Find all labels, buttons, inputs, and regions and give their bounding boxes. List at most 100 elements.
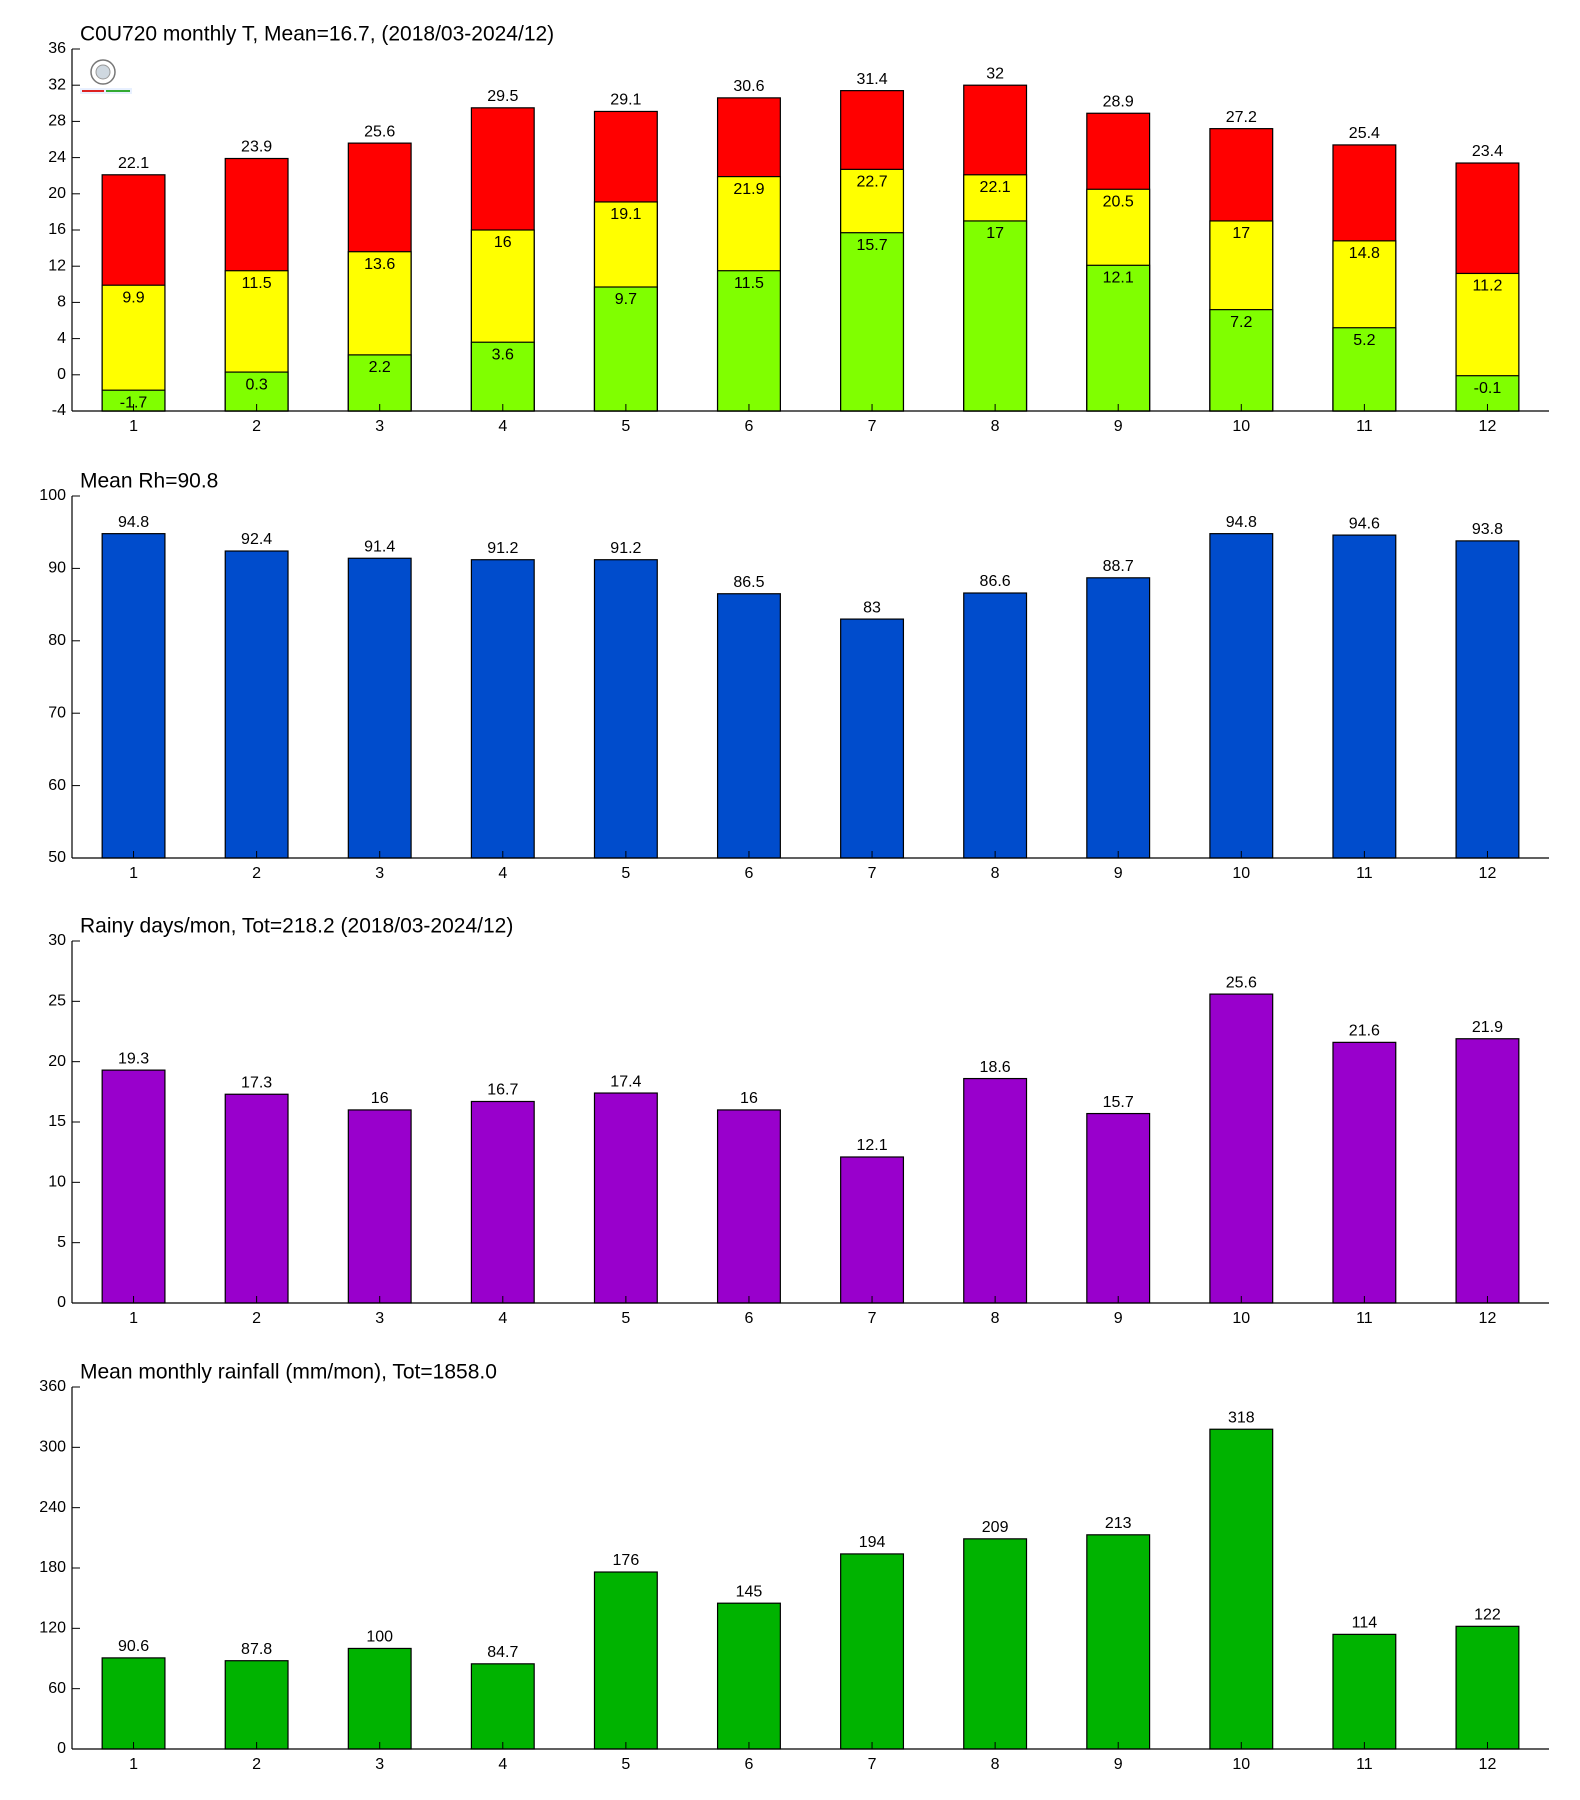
data-label: 213 <box>1105 1515 1132 1532</box>
y-tick-label: 28 <box>48 113 66 130</box>
y-tick-label: 24 <box>48 149 66 166</box>
bar <box>840 618 905 859</box>
bar <box>1455 1625 1520 1750</box>
data-label: 16 <box>494 234 512 251</box>
x-tick-label: 6 <box>745 865 754 882</box>
data-label: 17.3 <box>241 1074 272 1091</box>
y-tick-label: 60 <box>48 777 66 794</box>
bar <box>716 593 781 859</box>
bar <box>101 1657 166 1750</box>
data-label: 114 <box>1352 1615 1378 1632</box>
x-tick-label: 2 <box>252 418 261 435</box>
data-label: 2.2 <box>369 359 391 376</box>
x-tick-label: 4 <box>498 1756 507 1773</box>
data-label: 9.9 <box>122 289 144 306</box>
x-tick-label: 9 <box>1114 1310 1123 1327</box>
data-label: 28.9 <box>1103 93 1134 110</box>
x-tick-label: 2 <box>252 865 261 882</box>
x-tick-label: 8 <box>991 418 1000 435</box>
data-label: -1.7 <box>120 394 148 411</box>
data-label: 11.5 <box>242 275 272 292</box>
data-label: 91.2 <box>610 540 641 557</box>
data-label: 31.4 <box>856 71 887 88</box>
data-label: 21.9 <box>733 181 764 198</box>
data-label: 23.9 <box>241 139 272 156</box>
chart-title: C0U720 monthly T, Mean=16.7, (2018/03-20… <box>80 23 554 46</box>
y-tick-label: 240 <box>39 1499 66 1516</box>
data-label: -0.1 <box>1474 380 1502 397</box>
y-tick-label: 30 <box>48 932 66 949</box>
data-label: 3.6 <box>492 346 514 363</box>
y-tick-label: 15 <box>48 1113 66 1130</box>
bar <box>840 1156 905 1304</box>
y-tick-label: 36 <box>48 40 66 57</box>
data-label: 84.7 <box>487 1644 518 1661</box>
bar <box>963 592 1028 859</box>
y-tick-label: 32 <box>48 76 66 93</box>
x-tick-label: 7 <box>868 1756 877 1773</box>
chart-title: Mean Rh=90.8 <box>80 470 218 493</box>
bar <box>224 1093 289 1304</box>
data-label: 209 <box>982 1519 1009 1536</box>
bar <box>1209 1428 1274 1750</box>
data-label: 25.6 <box>1226 974 1257 991</box>
data-label: 16 <box>740 1090 758 1107</box>
data-label: 86.5 <box>733 574 764 591</box>
bar <box>101 1069 166 1304</box>
data-label: 122 <box>1474 1607 1501 1624</box>
data-label: 15.7 <box>1103 1094 1134 1111</box>
bar <box>1332 1041 1397 1304</box>
data-label: 23.4 <box>1472 143 1503 160</box>
bar <box>347 1647 412 1750</box>
data-label: 13.6 <box>364 256 395 273</box>
data-label: 194 <box>859 1534 886 1551</box>
data-label: 12.1 <box>856 1137 887 1154</box>
x-tick-label: 9 <box>1114 1756 1123 1773</box>
y-tick-label: 20 <box>48 1053 66 1070</box>
x-tick-label: 11 <box>1356 1756 1373 1773</box>
y-tick-label: 50 <box>48 849 66 866</box>
data-label: 22.1 <box>118 155 149 172</box>
x-tick-label: 11 <box>1356 865 1373 882</box>
data-label: 94.6 <box>1349 515 1380 532</box>
y-tick-label: 100 <box>39 487 66 504</box>
x-tick-label: 3 <box>375 865 384 882</box>
data-label: 5.2 <box>1353 332 1375 349</box>
bar <box>716 270 781 412</box>
bar <box>840 232 905 412</box>
data-label: 11.2 <box>1472 278 1502 295</box>
data-label: 29.1 <box>610 92 641 109</box>
x-tick-label: 5 <box>621 418 630 435</box>
x-tick-label: 4 <box>498 865 507 882</box>
bar <box>1086 577 1151 859</box>
data-label: 93.8 <box>1472 521 1503 538</box>
data-label: 0.3 <box>246 376 268 393</box>
data-label: 17 <box>986 225 1004 242</box>
data-label: 176 <box>613 1552 640 1569</box>
bar <box>963 220 1028 412</box>
data-label: 87.8 <box>241 1641 272 1658</box>
y-tick-label: 25 <box>48 993 66 1010</box>
x-tick-label: 4 <box>498 1310 507 1327</box>
data-label: 7.2 <box>1230 314 1252 331</box>
y-tick-label: 360 <box>39 1378 66 1395</box>
bar <box>1086 1534 1151 1750</box>
bar <box>1209 533 1274 859</box>
y-tick-label: 8 <box>57 294 66 311</box>
data-label: 19.3 <box>118 1050 149 1067</box>
x-tick-label: 6 <box>745 418 754 435</box>
x-tick-label: 1 <box>129 418 138 435</box>
bar <box>1209 309 1274 412</box>
x-tick-label: 11 <box>1356 1310 1373 1327</box>
x-tick-label: 5 <box>621 865 630 882</box>
data-label: 22.1 <box>980 179 1011 196</box>
x-tick-label: 3 <box>375 1756 384 1773</box>
bar <box>1332 534 1397 859</box>
data-label: 94.8 <box>1226 514 1257 531</box>
data-label: 90.6 <box>118 1638 149 1655</box>
x-tick-label: 1 <box>129 1310 138 1327</box>
x-tick-label: 8 <box>991 1756 1000 1773</box>
x-tick-label: 2 <box>252 1756 261 1773</box>
data-label: 14.8 <box>1349 245 1380 262</box>
chart-title: Rainy days/mon, Tot=218.2 (2018/03-2024/… <box>80 915 513 938</box>
